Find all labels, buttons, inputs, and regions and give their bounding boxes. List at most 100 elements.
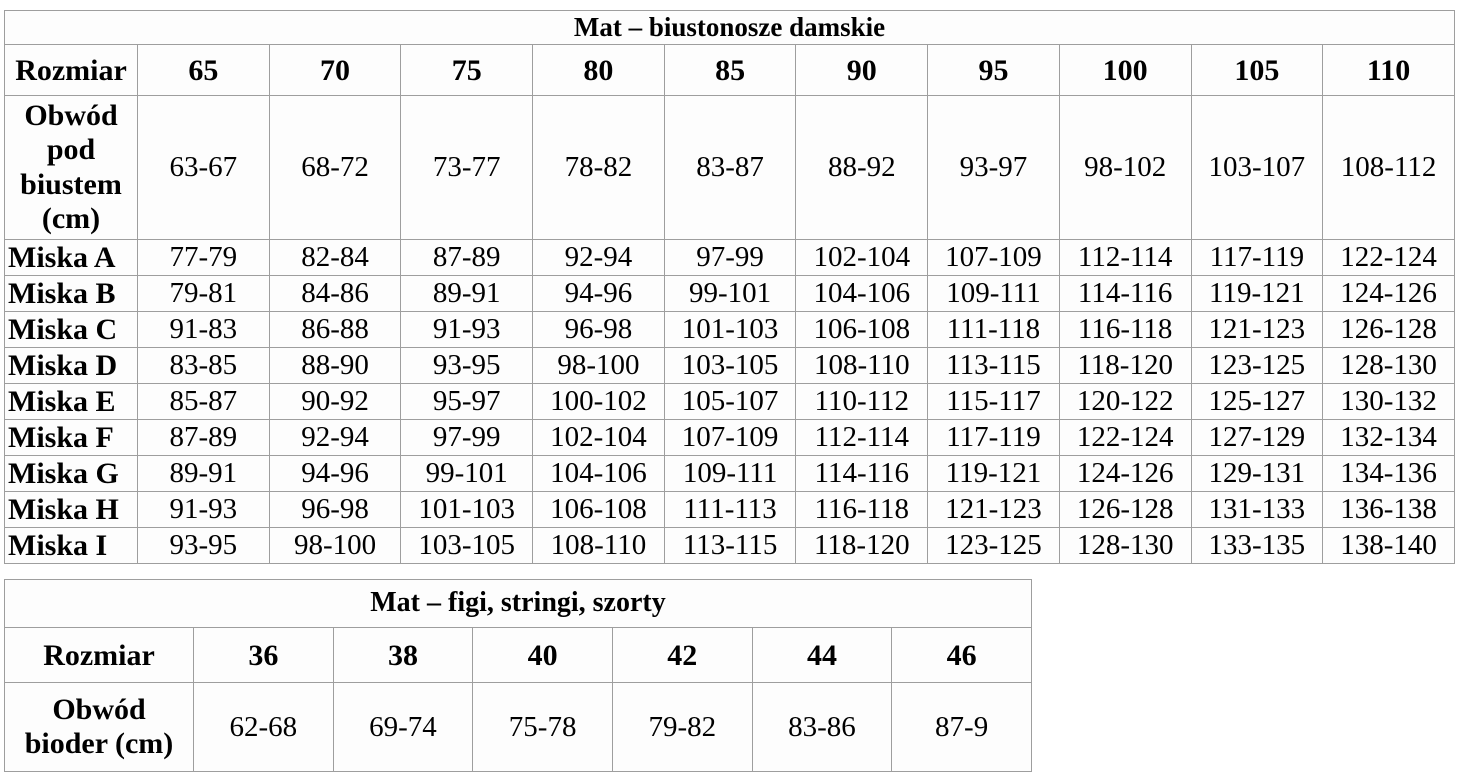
size-range-cell: 86-88 xyxy=(268,311,402,348)
size-range-cell: 118-120 xyxy=(1058,347,1192,384)
size-range-cell: 101-103 xyxy=(663,311,797,348)
table-row: Miska F 87-89 92-94 97-99 102-104 107-109 112-… xyxy=(4,419,1455,456)
row-label-cell: Miska E xyxy=(4,383,138,420)
size-range-cell: 117-119 xyxy=(1190,239,1324,276)
size-range-cell: 125-127 xyxy=(1190,383,1324,420)
size-range-cell: 97-99 xyxy=(400,419,534,456)
size-range-cell: 92-94 xyxy=(268,419,402,456)
table-title: Mat – figi, stringi, szorty xyxy=(4,579,1032,628)
table-row: Miska I 93-95 98-100 103-105 108-110 113-115 1… xyxy=(4,527,1455,564)
size-range-cell: 99-101 xyxy=(400,455,534,492)
size-range-cell: 111-113 xyxy=(663,491,797,528)
size-range-cell: 89-91 xyxy=(400,275,534,312)
size-range-cell: 68-72 xyxy=(268,95,402,240)
row-label-cell: Miska A xyxy=(4,239,138,276)
size-range-cell: 78-82 xyxy=(532,95,665,240)
size-range-cell: 122-124 xyxy=(1058,419,1192,456)
size-range-cell: 85-87 xyxy=(137,383,270,420)
row-label-cell: Miska D xyxy=(4,347,138,384)
size-range-cell: 116-118 xyxy=(1058,311,1192,348)
table-row: Miska A 77-79 82-84 87-89 92-94 97-99 102-104 1… xyxy=(4,239,1455,276)
size-range-cell: 112-114 xyxy=(1058,239,1192,276)
table-row: Miska D 83-85 88-90 93-95 98-100 103-105 108-1… xyxy=(4,347,1455,384)
size-range-cell: 120-122 xyxy=(1058,383,1192,420)
size-range-cell: 128-130 xyxy=(1322,347,1455,384)
size-range-cell: 114-116 xyxy=(1058,275,1192,312)
size-range-cell: 90-92 xyxy=(268,383,402,420)
size-range-cell: 87-9 xyxy=(891,682,1032,772)
size-range-cell: 87-89 xyxy=(137,419,270,456)
size-range-cell: 96-98 xyxy=(268,491,402,528)
size-range-cell: 88-90 xyxy=(268,347,402,384)
underwear-size-chart-table: Mat – figi, stringi, szorty Rozmiar 36 38 40… xyxy=(4,579,1032,772)
size-range-cell: 127-129 xyxy=(1190,419,1324,456)
size-range-cell: 132-134 xyxy=(1322,419,1455,456)
size-range-cell: 103-105 xyxy=(663,347,797,384)
size-range-cell: 83-85 xyxy=(137,347,270,384)
size-range-cell: 63-67 xyxy=(137,95,270,240)
table-title: Mat – biustonosze damskie xyxy=(4,10,1455,45)
size-header-cell: 90 xyxy=(795,44,929,96)
rozmiar-header-cell: Rozmiar xyxy=(4,627,194,683)
row-label-cell: Obwód pod biustem (cm) xyxy=(4,95,138,240)
bra-size-chart-table: Mat – biustonosze damskie Rozmiar 65 70 75 80… xyxy=(4,10,1455,564)
size-range-cell: 128-130 xyxy=(1058,527,1192,564)
size-range-cell: 83-86 xyxy=(751,682,893,772)
size-range-cell: 104-106 xyxy=(532,455,665,492)
row-label-cell: Miska I xyxy=(4,527,138,564)
size-range-cell: 99-101 xyxy=(663,275,797,312)
size-range-cell: 134-136 xyxy=(1322,455,1455,492)
size-range-cell: 109-111 xyxy=(663,455,797,492)
size-header-cell: 42 xyxy=(611,627,753,683)
size-range-cell: 98-102 xyxy=(1058,95,1192,240)
size-range-cell: 79-82 xyxy=(611,682,753,772)
size-range-cell: 89-91 xyxy=(137,455,270,492)
size-range-cell: 105-107 xyxy=(663,383,797,420)
size-header-cell: 70 xyxy=(268,44,402,96)
size-range-cell: 91-93 xyxy=(137,491,270,528)
size-range-cell: 119-121 xyxy=(927,455,1060,492)
size-range-cell: 77-79 xyxy=(137,239,270,276)
table-title-row: Mat – biustonosze damskie xyxy=(4,10,1455,45)
size-range-cell: 112-114 xyxy=(795,419,929,456)
size-range-cell: 82-84 xyxy=(268,239,402,276)
size-range-cell: 121-123 xyxy=(1190,311,1324,348)
row-label-cell: Miska F xyxy=(4,419,138,456)
size-range-cell: 103-107 xyxy=(1190,95,1324,240)
size-range-cell: 126-128 xyxy=(1058,491,1192,528)
size-range-cell: 130-132 xyxy=(1322,383,1455,420)
table-row: Miska C 91-83 86-88 91-93 96-98 101-103 106-10… xyxy=(4,311,1455,348)
size-range-cell: 133-135 xyxy=(1190,527,1324,564)
size-range-cell: 101-103 xyxy=(400,491,534,528)
size-range-cell: 93-95 xyxy=(137,527,270,564)
size-range-cell: 124-126 xyxy=(1322,275,1455,312)
size-range-cell: 91-83 xyxy=(137,311,270,348)
size-range-cell: 84-86 xyxy=(268,275,402,312)
size-range-cell: 110-112 xyxy=(795,383,929,420)
table-row: Obwód bioder (cm) 62-68 69-74 75-78 79-82 83-… xyxy=(4,682,1032,772)
size-range-cell: 94-96 xyxy=(532,275,665,312)
size-range-cell: 93-95 xyxy=(400,347,534,384)
size-range-cell: 123-125 xyxy=(927,527,1060,564)
size-range-cell: 104-106 xyxy=(795,275,929,312)
size-range-cell: 93-97 xyxy=(927,95,1060,240)
row-label-cell: Obwód bioder (cm) xyxy=(4,682,194,772)
size-range-cell: 98-100 xyxy=(268,527,402,564)
size-range-cell: 138-140 xyxy=(1322,527,1455,564)
size-range-cell: 119-121 xyxy=(1190,275,1324,312)
size-range-cell: 122-124 xyxy=(1322,239,1455,276)
size-header-row: Rozmiar 36 38 40 42 44 46 xyxy=(4,627,1032,683)
size-range-cell: 97-99 xyxy=(663,239,797,276)
size-range-cell: 114-116 xyxy=(795,455,929,492)
size-range-cell: 117-119 xyxy=(927,419,1060,456)
size-header-cell: 110 xyxy=(1322,44,1455,96)
size-range-cell: 118-120 xyxy=(795,527,929,564)
table-row: Miska H 91-93 96-98 101-103 106-108 111-113 11… xyxy=(4,491,1455,528)
size-range-cell: 62-68 xyxy=(193,682,334,772)
size-header-cell: 38 xyxy=(332,627,474,683)
size-header-cell: 36 xyxy=(193,627,334,683)
size-header-cell: 80 xyxy=(532,44,665,96)
size-range-cell: 69-74 xyxy=(332,682,474,772)
table-row: Miska G 89-91 94-96 99-101 104-106 109-111 114… xyxy=(4,455,1455,492)
size-range-cell: 116-118 xyxy=(795,491,929,528)
